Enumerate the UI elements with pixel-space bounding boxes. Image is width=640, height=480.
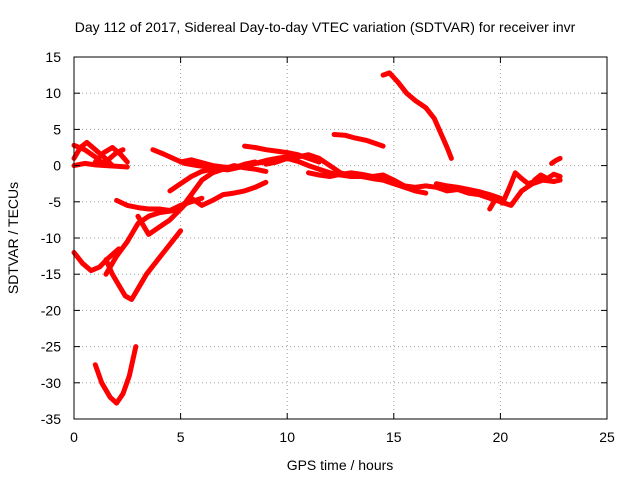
grid-lines [74, 57, 607, 419]
y-axis-label: SDTVAR / TECUs [5, 182, 21, 294]
series-line-arc-20 [433, 181, 503, 201]
y-tick-label: -5 [49, 194, 62, 210]
x-tick-label: 25 [599, 429, 615, 445]
series-line-arc-21 [487, 170, 537, 212]
series-line-arc-23 [549, 155, 563, 166]
plot-frame [73, 56, 608, 420]
axis-ticks: 0 5 10 15 20 25 -35 -30 -25 -20 -15 -10 -5 0 5 10 15 [41, 49, 615, 445]
x-axis-label: GPS time / hours [287, 457, 394, 473]
y-tick-label: -20 [41, 302, 61, 318]
series-line-arc-15 [242, 152, 354, 179]
series-line-arc-17 [306, 170, 563, 208]
y-tick-label: -30 [41, 375, 61, 391]
series-line-arc-4 [92, 145, 130, 165]
x-tick-label: 10 [279, 429, 295, 445]
x-tick-label: 15 [386, 429, 402, 445]
series-line-arc-18 [331, 132, 386, 149]
y-tick-label: -15 [41, 266, 61, 282]
series-line-arc-19 [380, 70, 454, 161]
series-line-arc-6 [103, 228, 184, 302]
y-tick-label: -25 [41, 339, 61, 355]
series-line-arc-1 [71, 160, 130, 170]
y-tick-label: 5 [53, 121, 61, 137]
y-tick-label: 0 [53, 158, 61, 174]
series-line-arc-14 [242, 143, 322, 165]
chart-title: Day 112 of 2017, Sidereal Day-to-day VTE… [75, 19, 576, 35]
y-tick-label: -10 [41, 230, 61, 246]
y-tick-label: 15 [45, 49, 61, 65]
series-line-arc-7 [92, 344, 139, 406]
series-line-arc-5 [71, 246, 122, 274]
x-tick-label: 5 [177, 429, 185, 445]
y-tick-label: -35 [41, 411, 61, 427]
y-tick-label: 10 [45, 85, 61, 101]
series-line-arc-10 [135, 179, 269, 237]
x-tick-label: 0 [70, 429, 78, 445]
series-line-arc-22 [532, 171, 563, 183]
data-series-group [71, 70, 563, 406]
x-tick-label: 20 [493, 429, 509, 445]
